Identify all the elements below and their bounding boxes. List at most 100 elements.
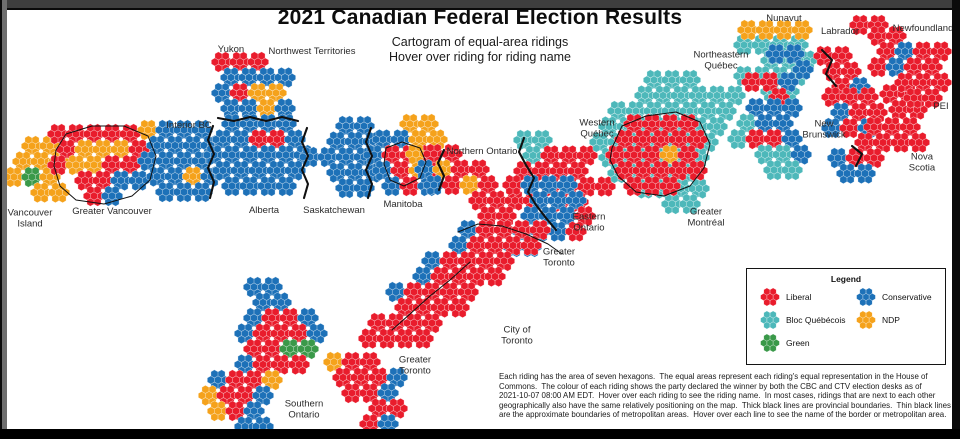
riding-eastern-ontario[interactable] (565, 220, 587, 243)
riding-yukon-nwt-north[interactable] (238, 97, 260, 120)
legend-item-green: Green (759, 332, 810, 354)
riding-greater-montreal[interactable] (686, 159, 708, 182)
riding-western-quebec[interactable] (594, 175, 616, 198)
riding-greater-toronto-city[interactable] (412, 327, 434, 350)
riding-new-brunswick[interactable] (821, 117, 843, 139)
legend-item-label: NDP (882, 315, 900, 325)
riding-yukon-nwt-north[interactable] (220, 97, 242, 120)
metro-winnipeg[interactable] (383, 141, 427, 187)
border-territories-alberta[interactable] (216, 115, 300, 123)
border-alberta-saskatchewan[interactable] (300, 126, 310, 200)
riding-saskatchewan[interactable] (335, 177, 357, 199)
metro-greater-vancouver[interactable] (53, 125, 157, 205)
riding-greater-vancouver[interactable] (83, 185, 105, 207)
page-title: 2021 Canadian Federal Election Results (277, 6, 683, 29)
footer-line-4: geographically also have the same relati… (499, 400, 951, 410)
riding-newfoundland[interactable] (903, 87, 925, 109)
legend-item-label: Green (786, 338, 810, 348)
riding-southwest-ontario[interactable] (341, 382, 363, 404)
riding-yukon-nwt-north[interactable] (256, 97, 278, 120)
riding-quebec-south-shore[interactable] (763, 159, 785, 181)
border-quebec-newbrunswick[interactable] (820, 48, 838, 88)
border-manitoba-ontario[interactable] (436, 148, 446, 192)
riding-greater-toronto-city[interactable] (358, 327, 380, 350)
border-ontario-quebec[interactable] (517, 136, 558, 232)
riding-alberta[interactable] (257, 175, 279, 197)
riding-greater-toronto-city[interactable] (520, 234, 542, 257)
riding-interior-bc[interactable] (173, 181, 195, 203)
border-newbrunswick-novascotia[interactable] (850, 144, 864, 168)
riding-nova-scotia[interactable] (890, 131, 912, 154)
riding-southern-ontario[interactable] (288, 353, 310, 376)
riding-nova-scotia[interactable] (908, 131, 930, 154)
riding-greater-vancouver[interactable] (101, 185, 123, 207)
riding-interior-bc[interactable] (155, 181, 177, 203)
riding-manitoba[interactable] (381, 175, 403, 197)
legend-box: Legend Liberal Conservative Bloc Québécois… (746, 268, 946, 365)
window-frame-bottom (0, 429, 960, 439)
party-hex-icon (856, 287, 876, 307)
metro-city-of-toronto[interactable] (391, 261, 471, 331)
legend-title: Legend (830, 274, 862, 284)
riding-pei[interactable] (888, 98, 910, 121)
border-saskatchewan-manitoba[interactable] (364, 126, 374, 200)
riding-quebec-south-shore[interactable] (781, 159, 803, 181)
riding-greater-toronto-city[interactable] (376, 327, 398, 350)
footer-line-3: 2021-10-07 08:00 AM EDT. Hover over each… (499, 391, 936, 401)
riding-northeastern-quebec-arm[interactable] (733, 34, 755, 56)
legend-item-bloc-qu-b-cois: Bloc Québécois (759, 309, 846, 331)
footer-line-5: are the approximate boundaries of metrop… (499, 410, 947, 420)
riding-alberta[interactable] (239, 175, 261, 197)
footer-notes: Each riding has the area of seven hexago… (499, 372, 951, 420)
riding-yukon-nwt-north[interactable] (274, 97, 296, 120)
footer-line-2: Commons. The colour of each riding shows… (499, 381, 922, 391)
subtitle: Cartogram of equal-area ridings Hover ov… (0, 35, 960, 65)
riding-quebec-south-shore[interactable] (727, 128, 749, 150)
riding-labrador[interactable] (849, 14, 871, 36)
riding-alberta[interactable] (221, 175, 243, 197)
riding-greater-toronto-city[interactable] (448, 296, 470, 319)
riding-nunavut[interactable] (755, 19, 777, 41)
riding-newfoundland[interactable] (921, 87, 943, 109)
riding-interior-bc[interactable] (191, 181, 213, 203)
riding-greater-montreal[interactable] (623, 175, 645, 197)
window-frame-top-line (0, 8, 960, 10)
riding-quebec-city-north[interactable] (765, 43, 787, 65)
riding-eastern-ontario[interactable] (502, 174, 524, 196)
legend-item-liberal: Liberal (759, 286, 812, 308)
footer-line-1: Each riding has the area of seven hexago… (499, 372, 928, 381)
riding-northeastern-quebec[interactable] (679, 193, 701, 215)
riding-northeastern-quebec[interactable] (661, 193, 683, 215)
window-frame-left (2, 0, 7, 439)
riding-new-brunswick[interactable] (839, 117, 861, 139)
riding-greater-toronto-city[interactable] (394, 327, 416, 350)
riding-manitoba[interactable] (399, 175, 421, 197)
riding-nunavut[interactable] (773, 19, 795, 41)
riding-alberta[interactable] (275, 175, 297, 197)
riding-nunavut[interactable] (737, 19, 759, 41)
riding-nova-scotia[interactable] (854, 162, 876, 185)
riding-vancouver-island[interactable] (48, 181, 70, 204)
riding-greater-vancouver[interactable] (47, 154, 69, 176)
riding-vancouver-island[interactable] (30, 181, 52, 204)
riding-newfoundland[interactable] (867, 56, 889, 78)
party-hex-icon (760, 287, 780, 307)
party-hex-icon (856, 310, 876, 330)
subtitle-line-1: Cartogram of equal-area ridings (391, 35, 569, 49)
metro-greater-montreal[interactable] (609, 111, 711, 197)
window-frame-left-edge (0, 0, 2, 439)
riding-nova-scotia[interactable] (836, 162, 858, 185)
subtitle-line-2: Hover over riding for riding name (388, 50, 572, 64)
border-bc-alberta[interactable] (206, 124, 216, 200)
riding-greater-toronto-city[interactable] (484, 265, 506, 288)
legend-item-label: Conservative (882, 292, 932, 302)
riding-quebec-city-core[interactable] (741, 71, 763, 93)
riding-nunavut[interactable] (791, 19, 813, 41)
riding-quebec-city-north[interactable] (792, 58, 814, 81)
riding-southern-ontario[interactable] (207, 400, 229, 422)
metro-greater-toronto[interactable] (457, 223, 563, 255)
legend-item-conservative: Conservative (855, 286, 932, 308)
riding-greater-montreal[interactable] (641, 175, 663, 197)
